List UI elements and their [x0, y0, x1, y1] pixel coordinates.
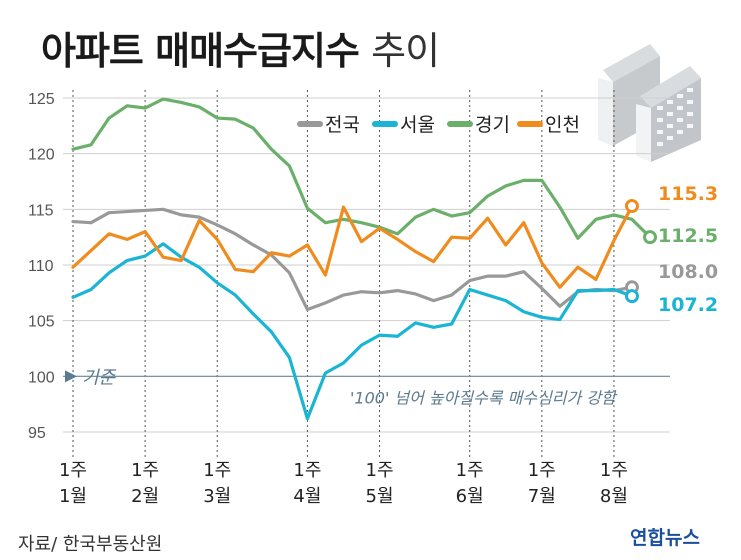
series-line-서울	[71, 242, 634, 421]
y-tick-label: 110	[28, 258, 54, 275]
series-endpoint-서울	[624, 289, 639, 304]
x-tick-week: 1주	[456, 460, 484, 481]
x-tick-month: 6월	[456, 486, 484, 507]
series-line-경기	[71, 97, 652, 240]
x-tick-week: 1주	[203, 460, 231, 481]
chart-title: 아파트 매매수급지수 추이	[41, 20, 440, 75]
y-tick-label: 95	[28, 425, 46, 442]
legend-label: 서울	[400, 114, 435, 136]
end-value-label-인천: 115.3	[658, 183, 718, 205]
x-tick-week: 1주	[600, 460, 628, 481]
end-value-label-서울: 107.2	[658, 294, 718, 316]
x-tick-week: 1주	[131, 460, 159, 481]
y-tick-label: 120	[28, 147, 55, 164]
baseline-arrow-icon	[65, 370, 77, 383]
x-tick-month: 7월	[528, 486, 556, 507]
legend-label: 경기	[475, 114, 510, 136]
x-tick-month: 4월	[293, 486, 321, 507]
baseline-label: 기준	[82, 367, 117, 388]
legend-label: 인천	[545, 114, 580, 136]
baseline-note: '100' 넘어 높아질수록 매수심리가 강함	[350, 388, 618, 407]
x-tick-week: 1주	[366, 460, 394, 481]
x-tick-month: 3월	[203, 486, 231, 507]
legend-label: 전국	[325, 114, 360, 136]
title-main-text: 아파트 매매수급지수	[41, 29, 360, 73]
series-endpoint-인천	[624, 198, 639, 213]
series-line-전국	[71, 207, 634, 312]
y-tick-label: 115	[28, 202, 54, 219]
end-value-label-전국: 108.0	[658, 261, 718, 283]
x-tick-month: 2월	[131, 486, 159, 507]
end-value-label-경기: 112.5	[658, 225, 718, 247]
y-tick-label: 125	[28, 91, 55, 108]
series-line-인천	[71, 204, 634, 289]
x-tick-week: 1주	[59, 460, 87, 481]
y-tick-label: 100	[28, 369, 55, 386]
apartment-building-icon	[598, 44, 701, 162]
series-endpoint-경기	[643, 230, 657, 245]
y-tick-label: 105	[28, 314, 55, 331]
x-tick-week: 1주	[528, 460, 556, 481]
source-note: 자료/ 한국부동산원	[18, 534, 163, 555]
x-tick-month: 8월	[600, 486, 628, 507]
x-tick-month: 1월	[59, 486, 87, 507]
x-tick-week: 1주	[293, 460, 321, 481]
brand-logo: 연합뉴스	[630, 527, 700, 549]
x-tick-month: 5월	[366, 486, 394, 507]
title-sub-text: 추이	[371, 29, 440, 73]
